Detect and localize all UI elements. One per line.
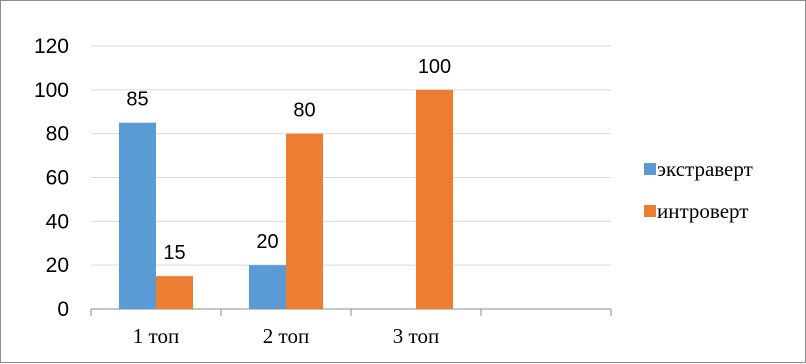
bar-интроверт-2: [416, 89, 453, 309]
legend-label: интроверт: [657, 199, 748, 223]
data-label: 20: [256, 231, 278, 253]
bar-экстраверт-1: [249, 265, 286, 309]
category-label: 3 топ: [393, 324, 439, 348]
bar-интроверт-0: [156, 276, 193, 309]
data-label: 100: [418, 56, 451, 78]
y-tick-label: 120: [34, 35, 69, 58]
y-tick-label: 60: [46, 167, 69, 190]
data-label: 85: [126, 89, 148, 111]
data-label: 80: [293, 100, 315, 122]
y-tick-label: 100: [34, 79, 69, 102]
legend-swatch-0: [644, 163, 656, 175]
legend-label: экстраверт: [657, 157, 753, 181]
y-tick-label: 0: [57, 298, 69, 321]
y-tick-label: 20: [46, 254, 69, 277]
data-label: 15: [163, 242, 185, 264]
bar-экстраверт-0: [119, 122, 156, 309]
y-tick-label: 80: [46, 123, 69, 146]
bar-интроверт-1: [286, 133, 323, 309]
legend-swatch-1: [644, 205, 656, 217]
y-tick-label: 40: [46, 210, 69, 233]
category-label: 2 топ: [263, 324, 309, 348]
category-label: 1 топ: [133, 324, 179, 348]
